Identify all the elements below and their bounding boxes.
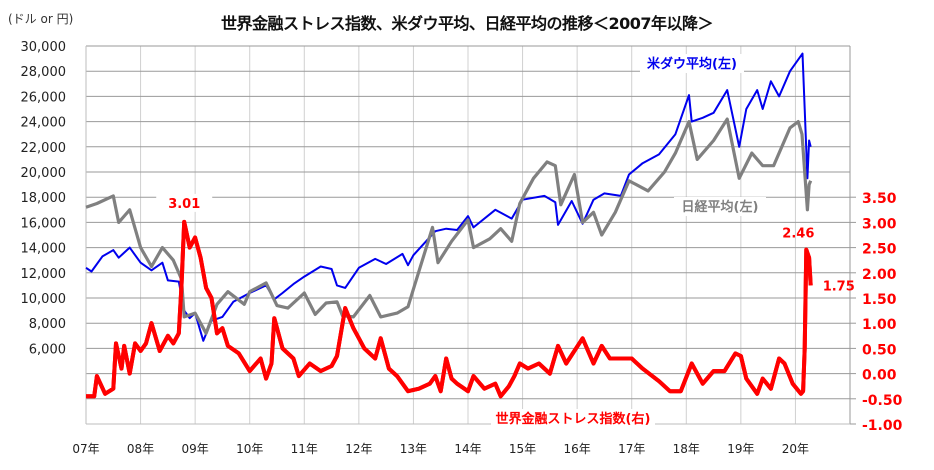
left-tick-label: 22,000 xyxy=(21,141,67,156)
x-tick-label: 10年 xyxy=(236,442,263,456)
left-tick-label: 26,000 xyxy=(21,90,67,105)
right-tick-label: 0.00 xyxy=(862,368,897,384)
stress-index-line-overlay xyxy=(86,219,813,399)
label-background xyxy=(674,197,766,216)
left-tick-label: 28,000 xyxy=(21,65,67,80)
x-tick-label: 20年 xyxy=(782,442,809,456)
right-tick-label: -1.00 xyxy=(862,418,903,434)
x-tick-label: 08年 xyxy=(127,442,154,456)
left-axis-unit: (ドル or 円) xyxy=(8,12,74,26)
x-tick-label: 15年 xyxy=(509,442,536,456)
left-tick-label: 20,000 xyxy=(21,166,67,181)
x-tick-label: 11年 xyxy=(291,442,318,456)
label-background xyxy=(640,54,744,73)
right-tick-label: 3.50 xyxy=(862,191,897,207)
dow-series-label-group: 米ダウ平均(左) xyxy=(640,54,744,73)
x-tick-label: 07年 xyxy=(72,442,99,456)
left-tick-label: 12,000 xyxy=(21,267,67,282)
x-tick-label: 12年 xyxy=(345,442,372,456)
annotation-label: 2.46 xyxy=(782,227,814,242)
label-background xyxy=(491,409,655,428)
nikkei-line xyxy=(85,117,813,335)
left-tick-label: 14,000 xyxy=(21,242,67,257)
left-tick-label: 18,000 xyxy=(21,191,67,206)
right-tick-label: -0.50 xyxy=(862,393,903,409)
stress-series-label: 世界金融ストレス指数(右) xyxy=(496,411,651,427)
right-tick-label: 1.50 xyxy=(862,292,897,308)
x-tick-label: 09年 xyxy=(182,442,209,456)
x-tick-label: 14年 xyxy=(454,442,481,456)
left-tick-label: 24,000 xyxy=(21,116,67,131)
right-tick-label: 2.50 xyxy=(862,242,897,258)
x-tick-label: 19年 xyxy=(727,442,754,456)
left-tick-label: 10,000 xyxy=(21,292,67,307)
nikkei-series-label: 日経平均(左) xyxy=(682,199,759,215)
annotation-background xyxy=(156,193,213,212)
nikkei-series-label-group: 日経平均(左) xyxy=(674,197,766,216)
right-tick-label: 2.00 xyxy=(862,267,897,283)
right-tick-label: 3.00 xyxy=(862,216,897,232)
right-tick-label: 1.00 xyxy=(862,317,897,333)
stress-series-label-group: 世界金融ストレス指数(右) xyxy=(491,409,655,428)
annotation-label: 3.01 xyxy=(168,197,200,212)
annotation-label: 1.75 xyxy=(823,279,855,294)
dow-series-label: 米ダウ平均(左) xyxy=(647,56,737,72)
left-tick-label: 30,000 xyxy=(21,40,67,55)
x-tick-label: 18年 xyxy=(673,442,700,456)
x-tick-label: 16年 xyxy=(564,442,591,456)
x-tick-label: 13年 xyxy=(400,442,427,456)
chart-title: 世界金融ストレス指数、米ダウ平均、日経平均の推移＜2007年以降＞ xyxy=(220,14,714,33)
x-tick-label: 17年 xyxy=(618,442,645,456)
left-tick-label: 16,000 xyxy=(21,216,67,231)
left-tick-label: 8,000 xyxy=(29,317,66,332)
left-tick-label: 6,000 xyxy=(29,342,66,357)
right-tick-label: 0.50 xyxy=(862,342,897,358)
